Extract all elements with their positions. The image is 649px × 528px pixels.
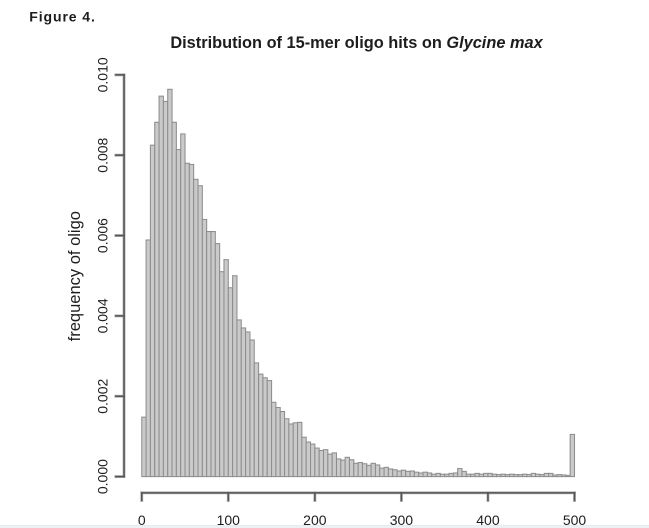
svg-text:0.010: 0.010 — [95, 57, 111, 92]
svg-text:200: 200 — [303, 512, 327, 528]
svg-text:400: 400 — [476, 512, 500, 528]
svg-text:Distribution of 15-mer oligo h: Distribution of 15-mer oligo hits on Gly… — [170, 34, 543, 52]
svg-text:0: 0 — [138, 512, 146, 528]
svg-text:0.000: 0.000 — [95, 459, 111, 494]
svg-text:0.004: 0.004 — [95, 298, 111, 333]
svg-text:0.008: 0.008 — [95, 137, 111, 172]
svg-text:100: 100 — [217, 512, 241, 528]
svg-text:0.002: 0.002 — [95, 379, 111, 414]
svg-text:300: 300 — [390, 512, 414, 528]
svg-text:500: 500 — [563, 512, 587, 528]
svg-text:frequency of oligo: frequency of oligo — [66, 211, 84, 341]
svg-text:0.006: 0.006 — [95, 218, 111, 253]
svg-text:Figure 4.: Figure 4. — [29, 9, 95, 25]
